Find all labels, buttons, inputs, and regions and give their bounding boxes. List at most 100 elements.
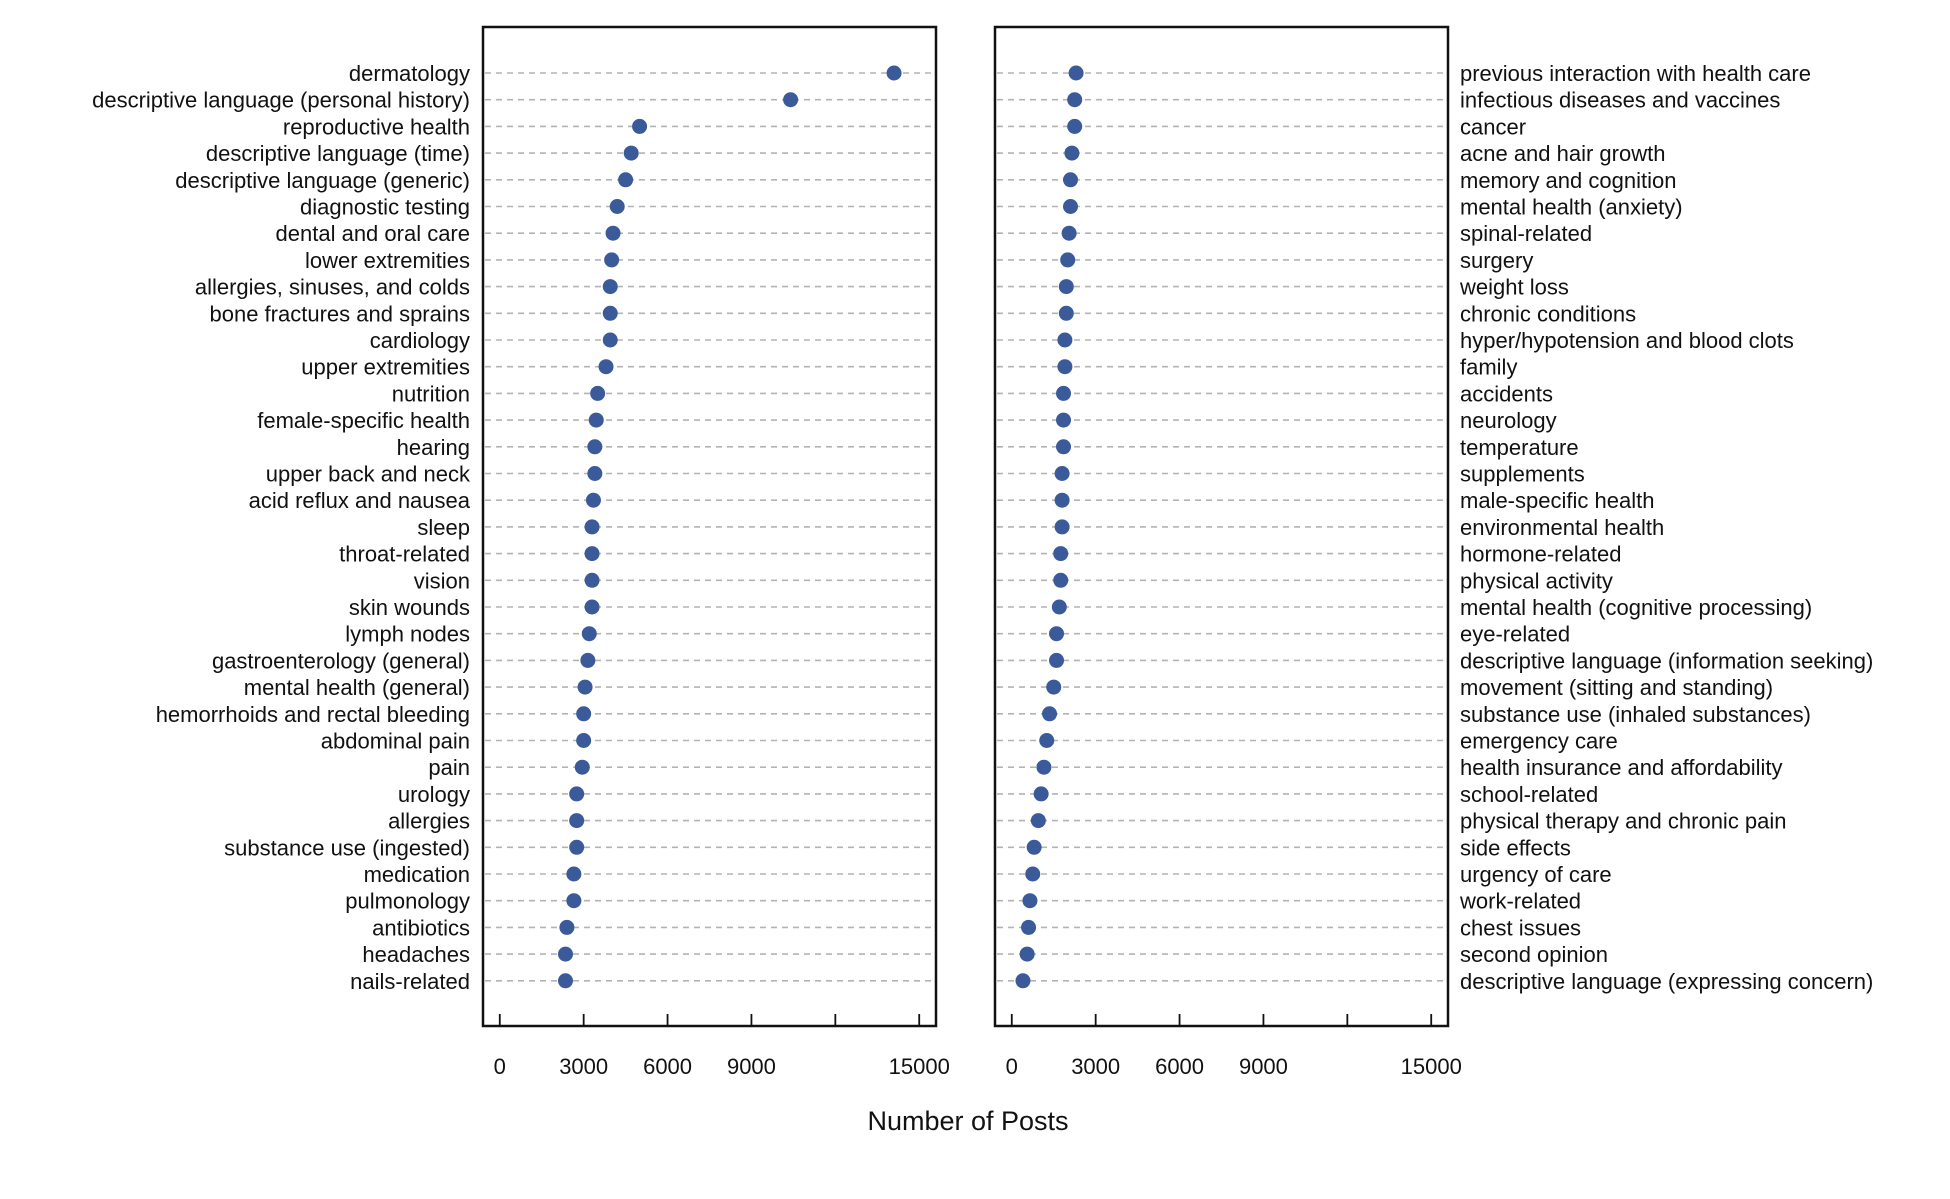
category-label: male-specific health: [1460, 488, 1654, 513]
data-point: [574, 759, 590, 775]
x-axis-title: Number of Posts: [867, 1106, 1068, 1136]
category-label: hemorrhoids and rectal bleeding: [156, 702, 470, 727]
data-point: [1019, 946, 1035, 962]
category-label: bone fractures and sprains: [210, 301, 471, 326]
category-label: movement (sitting and standing): [1460, 675, 1773, 700]
category-label: substance use (ingested): [224, 835, 470, 860]
x-tick-label: 6000: [1155, 1054, 1204, 1079]
category-label: neurology: [1460, 408, 1557, 433]
category-label: eye-related: [1460, 622, 1570, 647]
data-point: [632, 118, 648, 134]
category-label: lymph nodes: [345, 622, 470, 647]
category-label: allergies, sinuses, and colds: [195, 275, 470, 300]
category-label: descriptive language (generic): [175, 168, 470, 193]
category-label: spinal-related: [1460, 221, 1592, 246]
data-point: [1063, 199, 1078, 214]
data-point: [1058, 305, 1074, 321]
category-label: nutrition: [392, 381, 470, 406]
data-point: [569, 839, 585, 855]
category-label: memory and cognition: [1460, 168, 1676, 193]
x-tick-label: 9000: [1239, 1054, 1288, 1079]
data-point: [609, 199, 625, 214]
category-label: pulmonology: [345, 889, 470, 914]
category-label: sleep: [417, 515, 470, 540]
category-label: surgery: [1460, 248, 1533, 273]
data-point: [1025, 866, 1041, 882]
x-tick-label: 15000: [1401, 1054, 1462, 1079]
data-point: [569, 786, 585, 802]
plot-frame: [993, 25, 1450, 1028]
category-label: hormone-related: [1460, 542, 1621, 567]
category-label: school-related: [1460, 782, 1598, 807]
category-label: descriptive language (personal history): [92, 88, 470, 113]
data-point: [1060, 252, 1076, 268]
category-label: descriptive language (expressing concern…: [1460, 969, 1873, 994]
data-point: [557, 946, 573, 962]
x-tick-label: 3000: [1071, 1054, 1120, 1079]
category-label: substance use (inhaled substances): [1460, 702, 1811, 727]
data-point: [1053, 572, 1069, 588]
data-point: [605, 225, 621, 241]
x-tick-label: 15000: [889, 1054, 950, 1079]
data-point: [559, 919, 575, 935]
data-point: [618, 172, 634, 188]
data-point: [1036, 759, 1052, 775]
data-point: [576, 733, 592, 748]
category-label: descriptive language (information seekin…: [1460, 648, 1873, 673]
data-point: [1046, 679, 1062, 695]
category-label: mental health (general): [244, 675, 470, 700]
data-point: [1053, 546, 1069, 562]
category-label: acne and hair growth: [1460, 141, 1665, 166]
data-point: [1039, 733, 1055, 748]
category-label: weight loss: [1459, 275, 1569, 300]
data-point: [1057, 332, 1073, 348]
category-label: dental and oral care: [276, 221, 470, 246]
x-tick-label: 0: [494, 1054, 506, 1079]
data-point: [1049, 652, 1065, 668]
plot-frame: [481, 25, 938, 1028]
data-point: [587, 439, 603, 455]
x-tick-label: 9000: [727, 1054, 776, 1079]
category-label: urgency of care: [1460, 862, 1612, 887]
category-label: mental health (anxiety): [1460, 195, 1683, 220]
data-point: [598, 359, 614, 375]
category-label: environmental health: [1460, 515, 1664, 540]
data-point: [1054, 492, 1070, 508]
data-point: [1022, 893, 1038, 909]
category-label: gastroenterology (general): [212, 648, 470, 673]
category-label: lower extremities: [305, 248, 470, 273]
data-point: [1049, 626, 1065, 642]
category-label: medication: [364, 862, 470, 887]
category-label: chest issues: [1460, 915, 1581, 940]
data-point: [1067, 92, 1083, 108]
data-point: [557, 973, 573, 989]
data-point: [1033, 786, 1049, 802]
category-label: nails-related: [350, 969, 470, 994]
category-label: skin wounds: [349, 595, 470, 620]
category-label: physical therapy and chronic pain: [1460, 809, 1787, 834]
right-panel: previous interaction with health careinf…: [993, 25, 1873, 1079]
category-label: reproductive health: [283, 114, 470, 139]
data-point: [584, 572, 600, 588]
category-label: physical activity: [1460, 568, 1613, 593]
data-point: [1063, 172, 1078, 188]
data-point: [569, 813, 585, 829]
data-point: [602, 279, 618, 295]
data-point: [584, 546, 600, 562]
category-label: diagnostic testing: [300, 195, 470, 220]
data-point: [1057, 359, 1073, 375]
data-point: [1054, 466, 1070, 481]
data-point: [602, 305, 618, 321]
category-label: supplements: [1460, 462, 1585, 487]
category-label: acid reflux and nausea: [249, 488, 471, 513]
category-label: headaches: [362, 942, 470, 967]
data-point: [1058, 279, 1074, 295]
x-tick-label: 3000: [559, 1054, 608, 1079]
data-point: [590, 385, 606, 401]
data-point: [566, 866, 582, 882]
data-point: [1067, 118, 1083, 134]
category-label: urology: [398, 782, 470, 807]
data-point: [1056, 412, 1072, 428]
category-label: side effects: [1460, 835, 1571, 860]
data-point: [587, 466, 603, 481]
